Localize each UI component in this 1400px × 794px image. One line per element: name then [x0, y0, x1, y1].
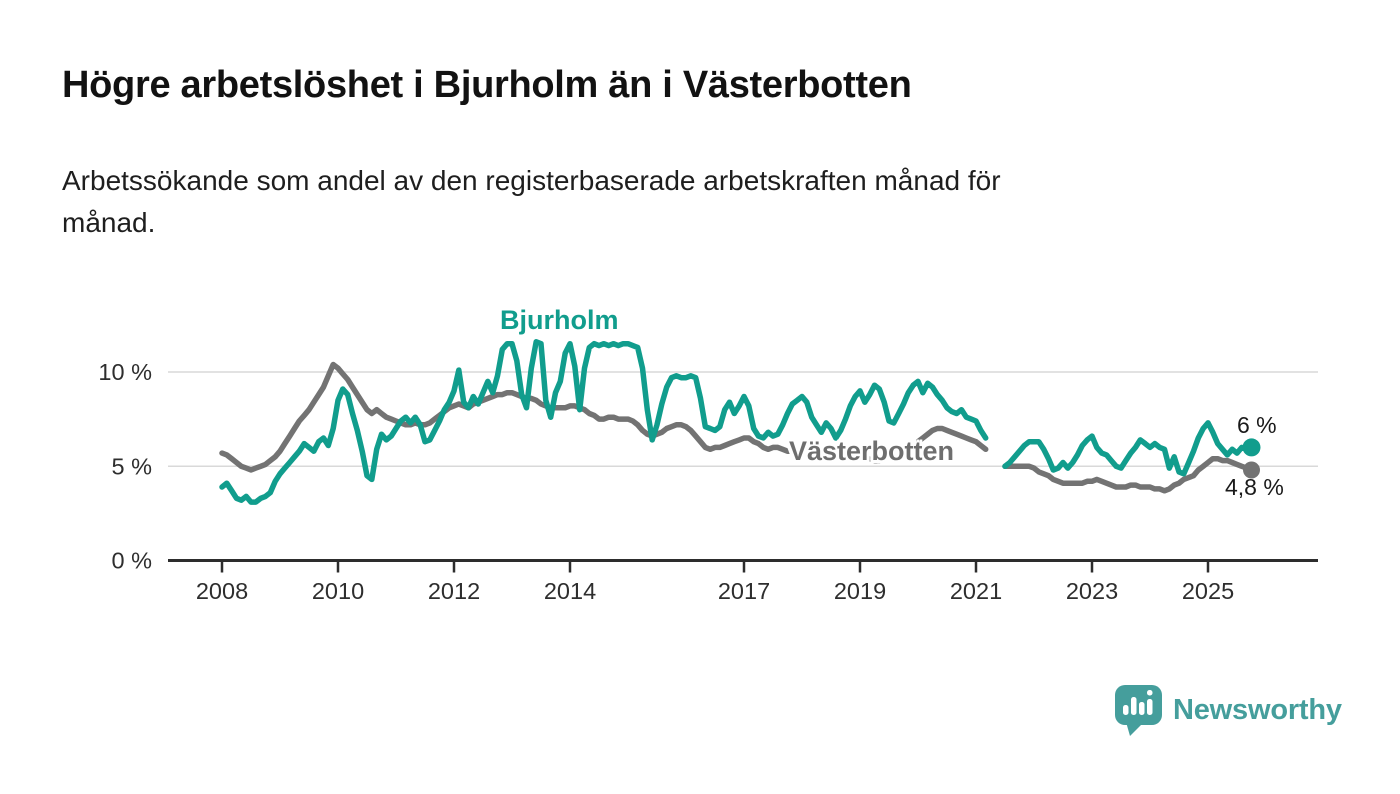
end-value-label-vasterbotten: 4,8 %: [1225, 474, 1284, 500]
x-tick-label-2019: 2019: [834, 578, 886, 604]
y-tick-label-10: 10 %: [98, 359, 152, 385]
x-tick-label-2025: 2025: [1182, 578, 1234, 604]
newsworthy-logo: Newsworthy: [1115, 684, 1342, 737]
end-value-label-bjurholm: 6 %: [1237, 412, 1277, 438]
newsworthy-logo-icon: [1115, 685, 1162, 736]
series-label-bjurholm: Bjurholm: [500, 305, 619, 335]
x-tick-label-2021: 2021: [950, 578, 1002, 604]
x-tick-label-2012: 2012: [428, 578, 480, 604]
bjurholm-end-dot: [1242, 438, 1261, 457]
y-tick-label-0: 0 %: [112, 548, 153, 574]
subtitle: Arbetssökande som andel av den registerb…: [62, 165, 1001, 238]
page-title: Högre arbetslöshet i Bjurholm än i Väste…: [62, 64, 912, 106]
x-tick-label-2014: 2014: [544, 578, 596, 604]
bjurholm-line-segment-1: [1002, 420, 1255, 477]
newsworthy-logo-text: Newsworthy: [1173, 694, 1342, 726]
bjurholm-line-segment-0: [219, 339, 989, 505]
x-tick-label-2023: 2023: [1066, 578, 1118, 604]
x-tick-label-2010: 2010: [312, 578, 364, 604]
vasterbotten-end-dot: [1243, 461, 1260, 479]
x-tick-label-2017: 2017: [718, 578, 770, 604]
y-tick-label-5: 5 %: [112, 453, 153, 479]
vasterbotten-line-segment-1: [1002, 455, 1255, 494]
x-tick-label-2008: 2008: [196, 578, 248, 604]
series-label-vasterbotten: Västerbotten: [789, 436, 955, 466]
vasterbotten-line-segment-0: [219, 361, 989, 473]
